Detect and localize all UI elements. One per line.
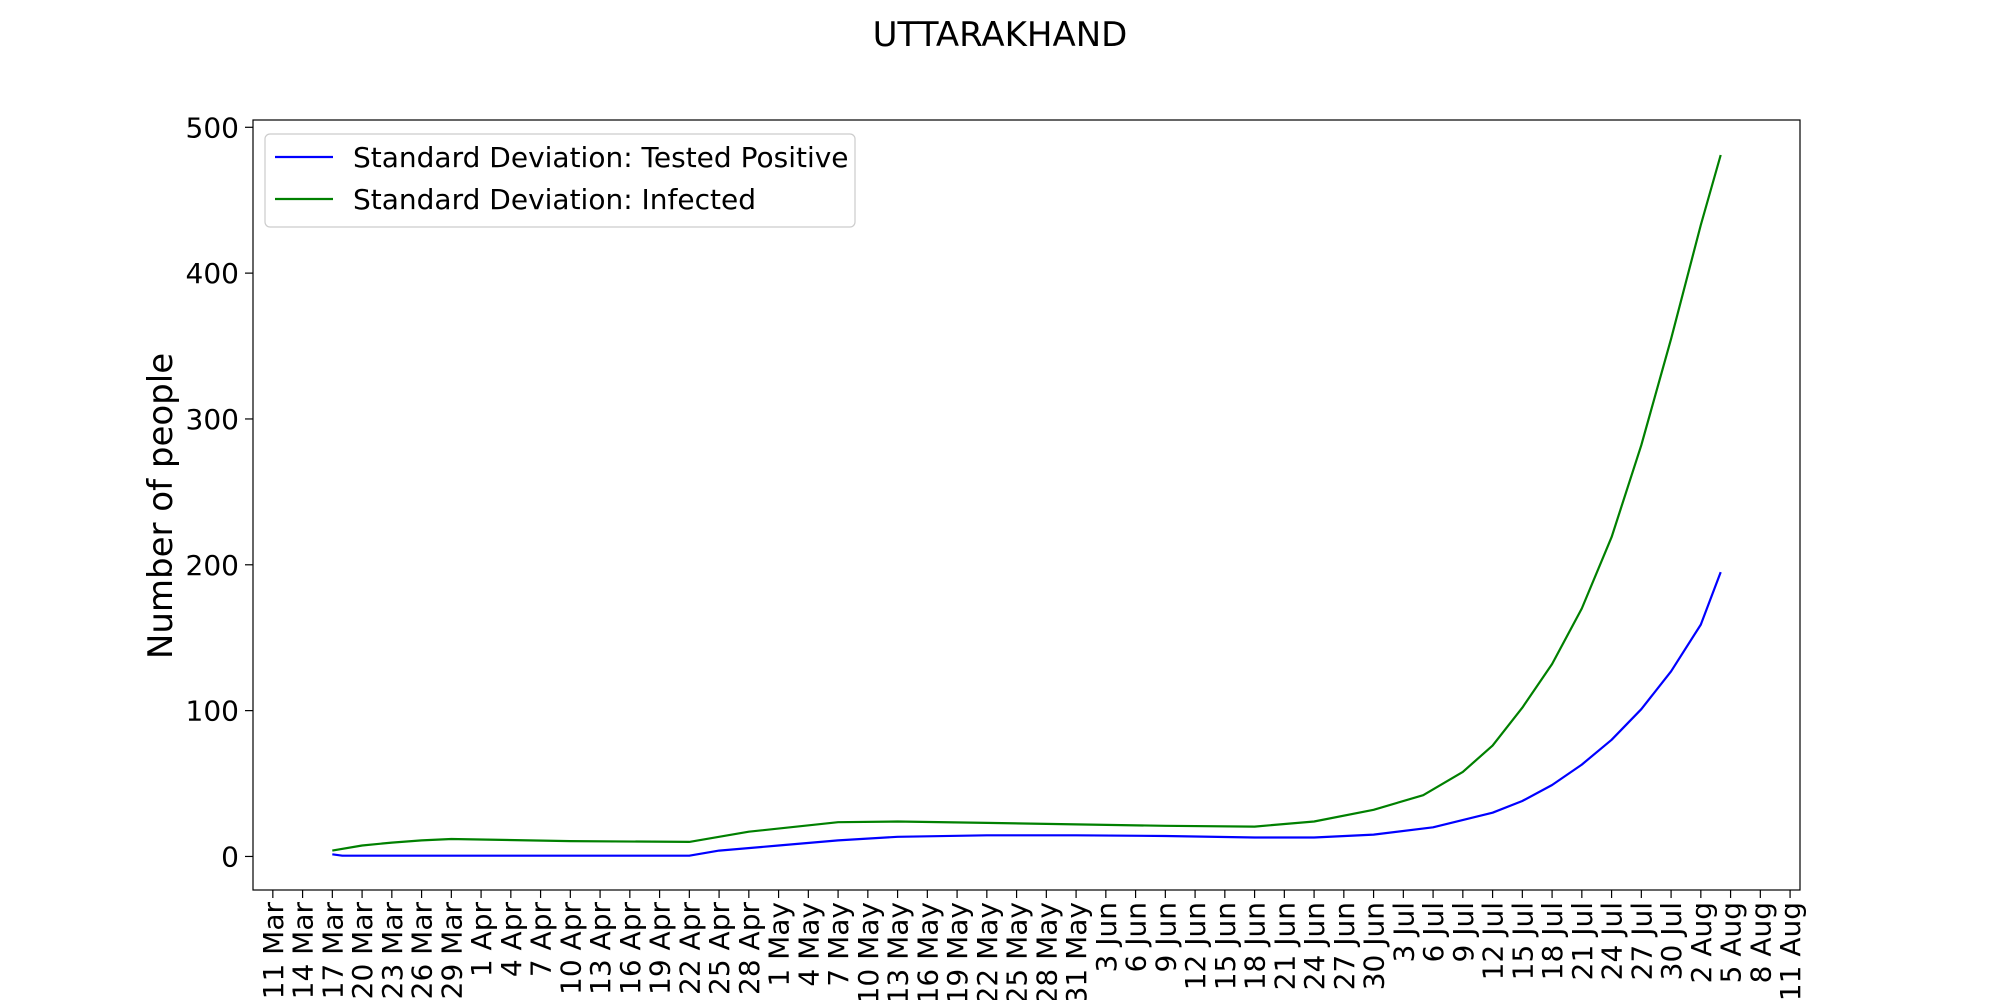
x-tick-label: 7 May	[822, 902, 855, 987]
x-tick-label: 13 Apr	[584, 902, 617, 995]
x-tick-label: 3 Jun	[1090, 902, 1123, 972]
x-tick-label: 12 Jul	[1477, 902, 1510, 980]
x-tick-label: 12 Jun	[1179, 902, 1212, 990]
x-tick-label: 31 May	[1060, 902, 1093, 1000]
x-tick-label: 30 Jun	[1358, 902, 1391, 990]
x-tick-label: 29 Mar	[435, 902, 468, 1000]
x-tick-label: 27 Jun	[1328, 902, 1361, 990]
x-tick-label: 28 Apr	[733, 902, 766, 995]
y-axis-title: Number of people	[141, 353, 181, 659]
x-tick-label: 14 Mar	[287, 902, 320, 1000]
y-tick-label: 400	[186, 257, 239, 290]
x-tick-label: 18 Jul	[1536, 902, 1569, 980]
legend-label: Standard Deviation: Infected	[353, 183, 756, 216]
x-tick-label: 10 Apr	[554, 902, 587, 995]
x-tick-label: 11 Aug	[1774, 902, 1807, 1000]
x-tick-label: 5 Aug	[1715, 902, 1748, 983]
x-tick-label: 24 Jul	[1596, 902, 1629, 980]
x-tick-label: 4 Apr	[495, 902, 528, 978]
y-tick-label: 100	[186, 695, 239, 728]
x-tick-label: 22 Apr	[673, 902, 706, 995]
x-tick-label: 22 May	[971, 902, 1004, 1000]
x-tick-label: 18 Jun	[1239, 902, 1272, 990]
x-tick-label: 9 Jun	[1149, 902, 1182, 972]
x-tick-label: 20 Mar	[346, 902, 379, 1000]
series-line-infected	[332, 154, 1722, 852]
x-tick-label: 16 Apr	[614, 902, 647, 995]
x-tick-label: 27 Jul	[1625, 902, 1658, 980]
x-tick-label: 3 Jul	[1387, 902, 1420, 963]
x-tick-label: 1 Apr	[465, 902, 498, 978]
x-tick-label: 11 Mar	[257, 902, 290, 1000]
x-tick-label: 30 Jul	[1655, 902, 1688, 980]
x-tick-label: 9 Jul	[1447, 902, 1480, 963]
x-tick-label: 7 Apr	[525, 902, 558, 978]
x-tick-label: 10 May	[852, 902, 885, 1000]
x-tick-label: 8 Aug	[1744, 902, 1777, 983]
x-tick-label: 19 Apr	[644, 902, 677, 995]
x-tick-label: 21 Jun	[1268, 902, 1301, 990]
x-tick-label: 25 May	[1001, 902, 1034, 1000]
x-tick-label: 6 Jul	[1417, 902, 1450, 963]
x-tick-label: 15 Jul	[1506, 902, 1539, 980]
x-tick-label: 15 Jun	[1209, 902, 1242, 990]
x-tick-label: 25 Apr	[703, 902, 736, 995]
chart-title: UTTARAKHAND	[873, 15, 1128, 55]
y-tick-label: 200	[186, 549, 239, 582]
x-tick-label: 24 Jun	[1298, 902, 1331, 990]
x-tick-label: 4 May	[792, 902, 825, 987]
x-tick-label: 6 Jun	[1120, 902, 1153, 972]
y-tick-label: 0	[221, 840, 239, 873]
x-tick-label: 17 Mar	[316, 902, 349, 1000]
x-tick-label: 13 May	[882, 902, 915, 1000]
series-line-tested-positive	[332, 571, 1722, 857]
legend-box	[264, 133, 856, 228]
x-tick-label: 2 Aug	[1685, 902, 1718, 983]
plot-frame	[252, 119, 1801, 891]
legend: Standard Deviation: Tested Positive Stand…	[264, 133, 856, 228]
x-tick-label: 28 May	[1030, 902, 1063, 1000]
x-tick-label: 16 May	[911, 902, 944, 1000]
x-tick-label: 21 Jul	[1566, 902, 1599, 980]
x-tick-label: 26 Mar	[406, 902, 439, 1000]
x-tick-label: 19 May	[941, 902, 974, 1000]
y-tick-label: 500	[186, 111, 239, 144]
x-tick-label: 23 Mar	[376, 902, 409, 1000]
x-tick-label: 1 May	[763, 902, 796, 987]
y-tick-label: 300	[186, 403, 239, 436]
legend-label: Standard Deviation: Tested Positive	[353, 141, 849, 174]
